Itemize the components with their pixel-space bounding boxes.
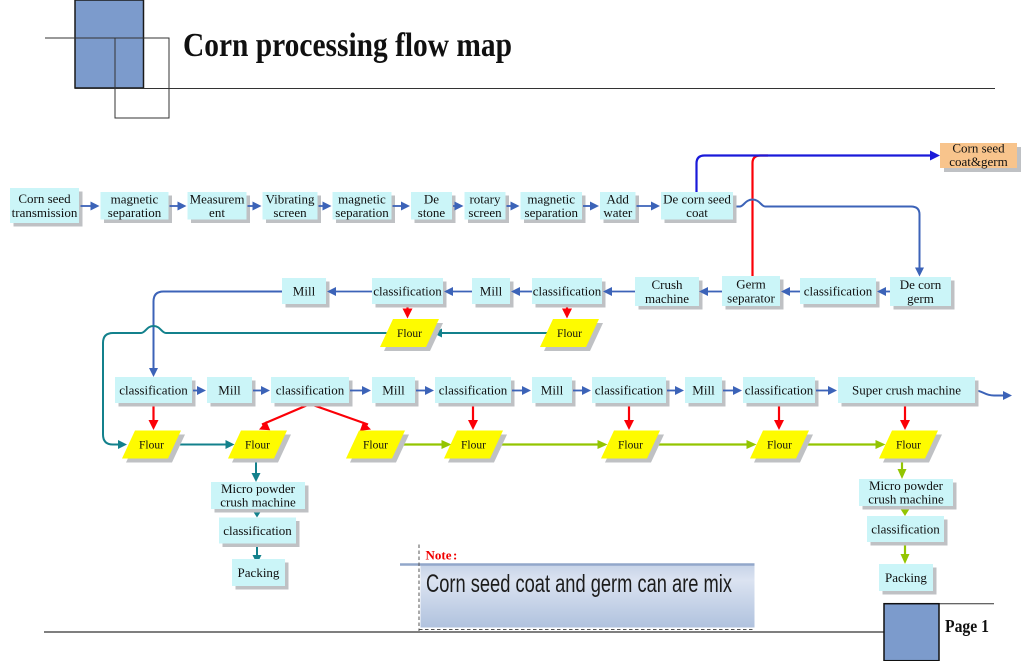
svg-text:Mill: Mill	[692, 382, 715, 397]
svg-text:Flour: Flour	[618, 440, 643, 452]
svg-text:Mill: Mill	[382, 382, 405, 397]
svg-text:Mill: Mill	[293, 283, 316, 298]
svg-text:Germ: Germ	[736, 276, 766, 291]
svg-text:Packing: Packing	[238, 565, 280, 580]
svg-text:magnetic: magnetic	[338, 191, 386, 206]
svg-text:machine: machine	[645, 291, 689, 306]
svg-text::: :	[453, 548, 457, 563]
svg-text:separation: separation	[335, 205, 389, 220]
svg-text:Corn seed: Corn seed	[952, 141, 1005, 156]
svg-text:De corn seed: De corn seed	[663, 191, 731, 206]
svg-text:Note: Note	[426, 548, 452, 563]
svg-text:separation: separation	[108, 205, 162, 220]
svg-text:crush machine: crush machine	[868, 492, 944, 507]
svg-text:rotary: rotary	[469, 191, 501, 206]
svg-text:De: De	[424, 191, 439, 206]
svg-text:crush machine: crush machine	[220, 495, 296, 510]
svg-text:Flour: Flour	[557, 328, 582, 340]
svg-text:stone: stone	[418, 205, 446, 220]
svg-text:Corn processing flow map: Corn processing flow map	[183, 27, 512, 64]
svg-text:screen: screen	[273, 205, 307, 220]
svg-text:Flour: Flour	[139, 440, 164, 452]
svg-text:classification: classification	[533, 283, 602, 298]
svg-text:classification: classification	[804, 283, 873, 298]
svg-text:Add: Add	[607, 191, 630, 206]
svg-text:classification: classification	[595, 382, 664, 397]
svg-text:separator: separator	[727, 290, 775, 305]
svg-text:classification: classification	[871, 521, 940, 536]
svg-text:Mill: Mill	[218, 382, 241, 397]
svg-text:De corn: De corn	[900, 277, 942, 292]
svg-text:Corn seed coat and germ can ar: Corn seed coat and germ can are mix	[426, 570, 732, 598]
svg-text:classification: classification	[276, 382, 345, 397]
svg-text:coat&germ: coat&germ	[949, 154, 1007, 169]
svg-text:Flour: Flour	[363, 440, 388, 452]
svg-text:Vibrating: Vibrating	[265, 191, 315, 206]
svg-text:classification: classification	[745, 382, 814, 397]
svg-text:germ: germ	[907, 291, 934, 306]
svg-text:magnetic: magnetic	[111, 191, 159, 206]
svg-text:Micro powder: Micro powder	[221, 481, 296, 496]
svg-text:screen: screen	[468, 205, 502, 220]
svg-text:classification: classification	[439, 382, 508, 397]
svg-text:coat: coat	[686, 205, 708, 220]
svg-text:Corn seed: Corn seed	[18, 191, 71, 206]
svg-text:Flour: Flour	[245, 440, 270, 452]
svg-text:Flour: Flour	[397, 328, 422, 340]
svg-text:separation: separation	[525, 205, 579, 220]
svg-text:classification: classification	[119, 382, 188, 397]
svg-text:ent: ent	[209, 205, 225, 220]
svg-text:Super crush machine: Super crush machine	[852, 382, 961, 397]
svg-text:classification: classification	[373, 283, 442, 298]
svg-text:transmission: transmission	[12, 205, 78, 220]
svg-text:Measurem: Measurem	[190, 191, 245, 206]
svg-text:Page 1: Page 1	[945, 616, 989, 636]
svg-text:classification: classification	[223, 523, 292, 538]
svg-text:Flour: Flour	[896, 440, 921, 452]
svg-text:Mill: Mill	[480, 283, 503, 298]
svg-text:magnetic: magnetic	[527, 191, 575, 206]
svg-text:Flour: Flour	[767, 440, 792, 452]
svg-text:Micro powder: Micro powder	[869, 478, 944, 493]
svg-text:Flour: Flour	[461, 440, 486, 452]
svg-text:Packing: Packing	[885, 570, 927, 585]
svg-text:Mill: Mill	[541, 382, 564, 397]
svg-text:water: water	[603, 205, 633, 220]
svg-text:Crush: Crush	[651, 277, 683, 292]
